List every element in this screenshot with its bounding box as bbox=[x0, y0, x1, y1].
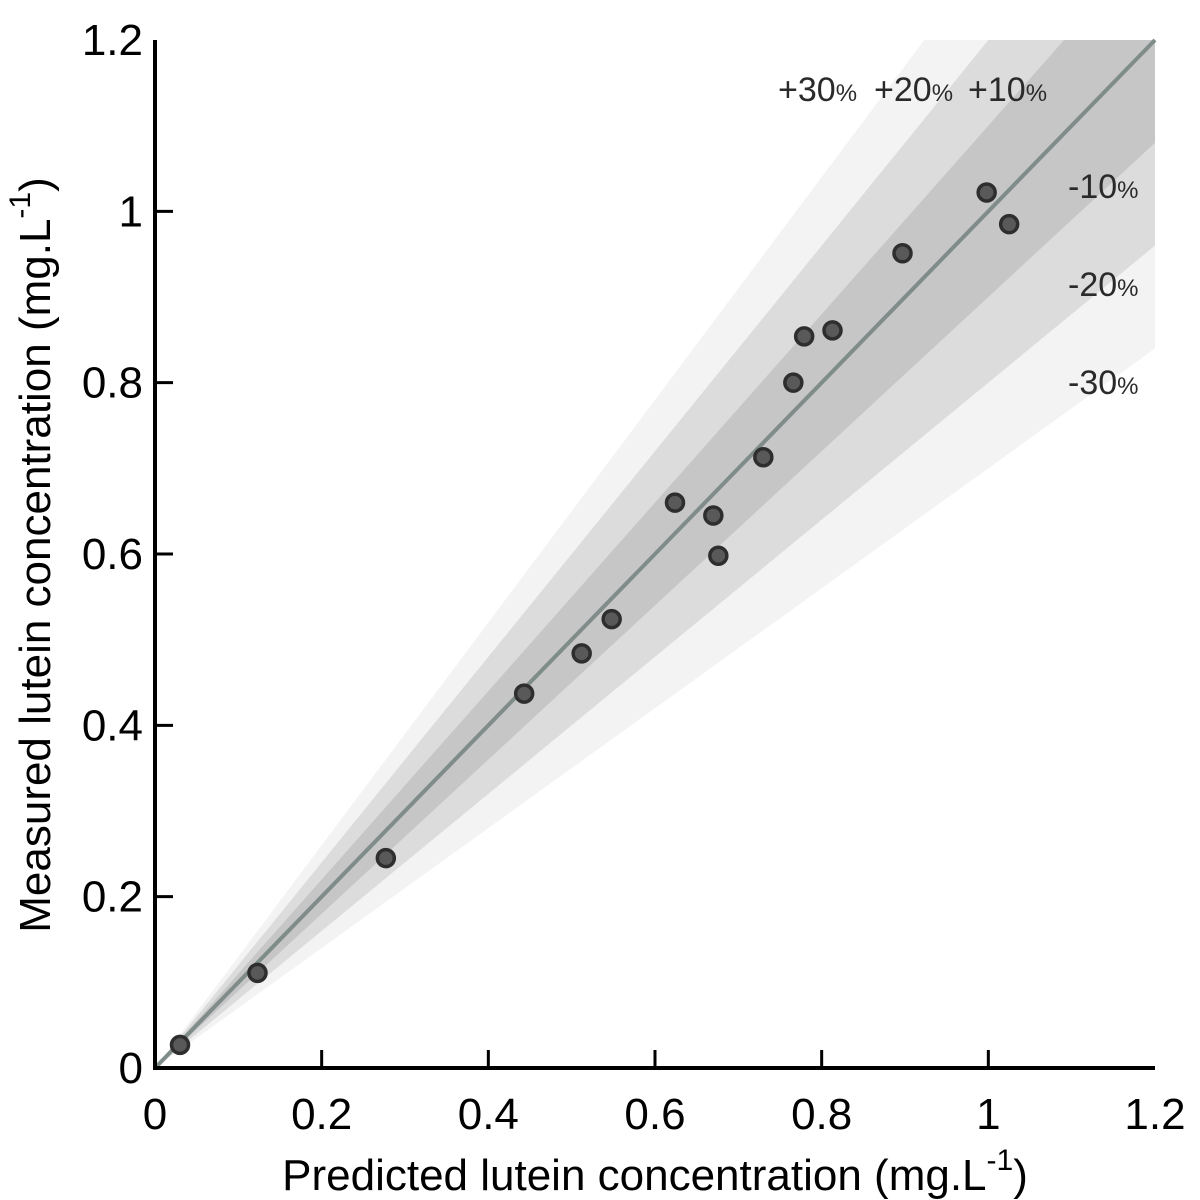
data-point-7 bbox=[664, 492, 686, 513]
band-label-plus-20: +20% bbox=[874, 71, 953, 109]
data-point-8 bbox=[703, 505, 724, 526]
data-point-15 bbox=[976, 182, 997, 203]
band-label-minus-30: -30% bbox=[1068, 364, 1138, 402]
data-point-12 bbox=[793, 326, 815, 347]
data-point-6 bbox=[601, 608, 622, 630]
x-axis-ticks: 0 0.2 0.4 0.6 0.8 1 1.2 bbox=[143, 1050, 1186, 1139]
y-tick-label: 0 bbox=[119, 1044, 143, 1093]
x-tick-label: 0 bbox=[143, 1090, 167, 1139]
x-tick-label: 0.8 bbox=[791, 1090, 852, 1139]
data-point-14 bbox=[892, 243, 913, 264]
y-axis-ticks: 0 0.2 0.4 0.6 0.8 1 1.2 bbox=[82, 16, 173, 1093]
y-tick-label: 1 bbox=[119, 187, 143, 236]
band-label-plus-10: +10% bbox=[968, 71, 1047, 109]
band-label-minus-20: -20% bbox=[1068, 266, 1138, 304]
y-tick-label: 0.4 bbox=[82, 701, 143, 750]
data-point-4 bbox=[513, 683, 535, 704]
data-point-10 bbox=[753, 446, 774, 468]
data-point-9 bbox=[708, 545, 729, 566]
y-tick-label: 0.2 bbox=[82, 873, 143, 922]
x-tick-label: 0.4 bbox=[458, 1090, 519, 1139]
y-axis-label: Measured lutein concentration (mg.L-1) bbox=[4, 177, 60, 933]
data-point-13 bbox=[822, 320, 843, 341]
x-tick-label: 0.6 bbox=[624, 1090, 685, 1139]
data-point-5 bbox=[571, 643, 592, 664]
band-label-minus-10: -10% bbox=[1068, 168, 1138, 206]
x-tick-label: 1 bbox=[976, 1090, 1000, 1139]
y-tick-label: 1.2 bbox=[82, 16, 143, 65]
data-point-2 bbox=[247, 962, 268, 984]
band-label-plus-30: +30% bbox=[778, 71, 857, 109]
x-tick-label: 0.2 bbox=[291, 1090, 352, 1139]
data-point-16 bbox=[998, 213, 1020, 235]
y-tick-label: 0.6 bbox=[82, 530, 143, 579]
data-point-1 bbox=[169, 1034, 191, 1056]
data-point-3 bbox=[375, 847, 397, 869]
identity-line bbox=[153, 38, 1157, 1070]
band-labels: +30% -30% +20% -20% +10% -10% bbox=[778, 71, 1138, 402]
x-axis-label: Predicted lutein concentration (mg.L-1) bbox=[282, 1144, 1028, 1200]
data-point-11 bbox=[783, 372, 804, 393]
data-points bbox=[169, 182, 1020, 1056]
y-tick-label: 0.8 bbox=[82, 359, 143, 408]
x-tick-label: 1.2 bbox=[1124, 1090, 1185, 1139]
